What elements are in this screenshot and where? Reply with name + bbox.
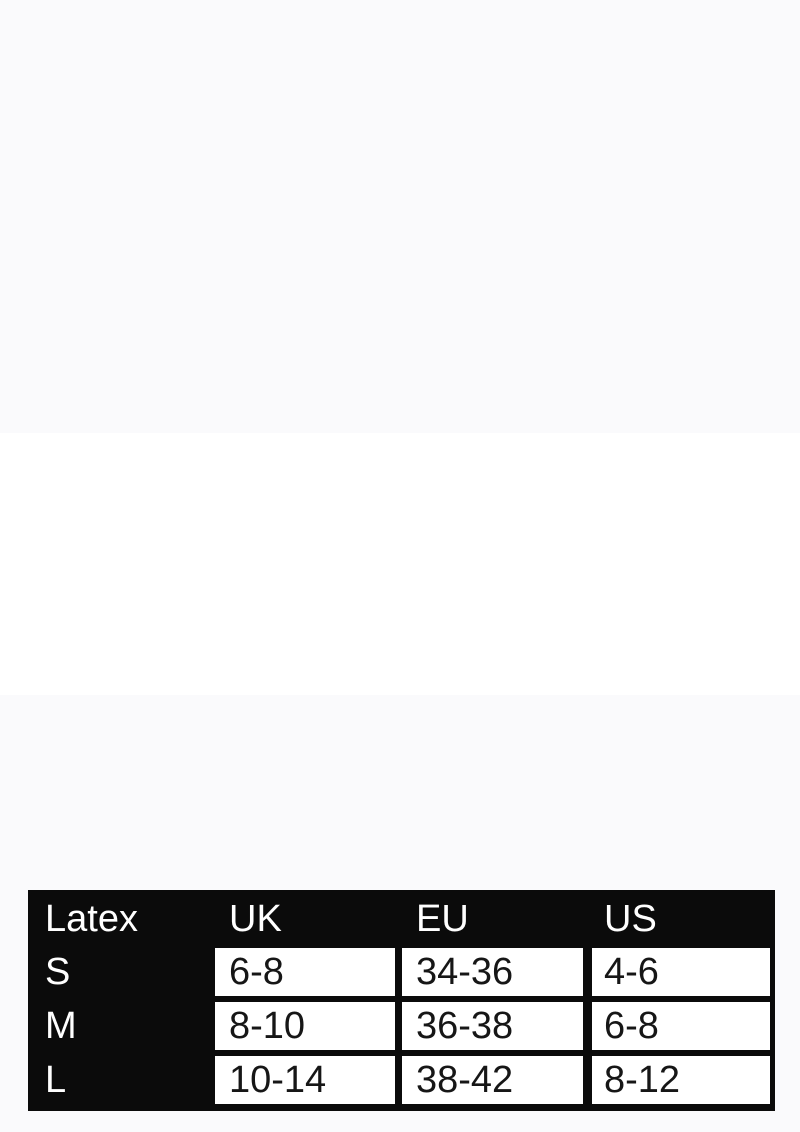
header-label-uk: UK: [229, 898, 282, 940]
uk-value-cell: 6-8: [215, 948, 395, 996]
size-label: M: [45, 1005, 77, 1047]
eu-value-cell: 34-36: [402, 948, 583, 996]
eu-value: 34-36: [416, 951, 514, 993]
us-value: 8-12: [604, 1059, 681, 1101]
header-label-eu: EU: [416, 898, 469, 940]
us-value-cell: 4-6: [592, 948, 770, 996]
table-row-size-l: L 10-14 38-42 8-12: [28, 1056, 775, 1104]
table-row-size-s: S 6-8 34-36 4-6: [28, 948, 775, 996]
us-value: 4-6: [604, 951, 659, 993]
eu-value-cell: 38-42: [402, 1056, 583, 1104]
uk-value-cell: 8-10: [215, 1002, 395, 1050]
size-label-cell: L: [28, 1056, 215, 1104]
us-value-cell: 8-12: [592, 1056, 770, 1104]
header-cell-us: US: [592, 890, 770, 948]
header-label-us: US: [604, 898, 657, 940]
size-chart-header-row: Latex UK EU US: [28, 890, 775, 948]
us-value: 6-8: [604, 1005, 659, 1047]
size-label-cell: S: [28, 948, 215, 996]
material-header-cell: Latex: [28, 890, 215, 948]
eu-value-cell: 36-38: [402, 1002, 583, 1050]
size-label-cell: M: [28, 1002, 215, 1050]
uk-value: 8-10: [229, 1005, 306, 1047]
size-label: L: [45, 1059, 67, 1101]
material-label: Latex: [45, 898, 138, 940]
uk-value: 10-14: [229, 1059, 327, 1101]
size-label: S: [45, 951, 71, 993]
uk-value: 6-8: [229, 951, 284, 993]
header-cell-uk: UK: [215, 890, 395, 948]
eu-value: 38-42: [416, 1059, 514, 1101]
eu-value: 36-38: [416, 1005, 514, 1047]
table-row-size-m: M 8-10 36-38 6-8: [28, 1002, 775, 1050]
product-image-panel: Latex UK EU US S 6-8 34-36 4-6: [0, 433, 800, 1111]
uk-value-cell: 10-14: [215, 1056, 395, 1104]
size-chart-table: Latex UK EU US S 6-8 34-36 4-6: [28, 890, 775, 1111]
header-cell-eu: EU: [402, 890, 583, 948]
us-value-cell: 6-8: [592, 1002, 770, 1050]
